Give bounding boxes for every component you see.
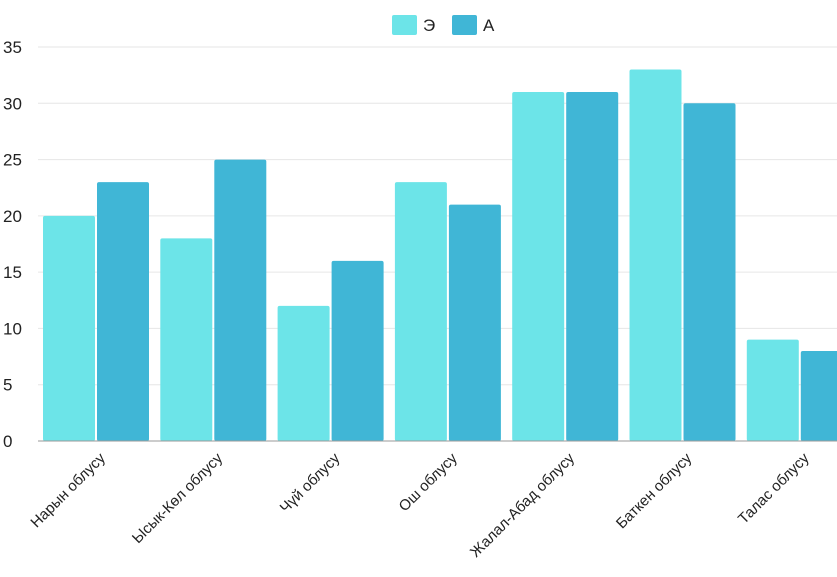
- bars: [43, 69, 837, 442]
- x-category-label: Жалал-Абад облусу: [467, 449, 578, 560]
- legend-item-a[interactable]: А: [452, 15, 495, 35]
- legend-item-e[interactable]: Э: [392, 15, 435, 35]
- legend-label: Э: [423, 16, 435, 35]
- bar-e-6[interactable]: [746, 339, 799, 441]
- y-tick-label: 5: [3, 376, 12, 395]
- bar-a-1[interactable]: [214, 159, 267, 442]
- bar-e-1[interactable]: [160, 238, 213, 441]
- bar-a-2[interactable]: [331, 260, 384, 441]
- x-category-label: Ысык-Көл облусу: [129, 449, 227, 547]
- bar-e-4[interactable]: [512, 92, 565, 442]
- bar-a-4[interactable]: [566, 92, 619, 442]
- bar-e-3[interactable]: [394, 182, 447, 442]
- x-category-label: Талас облусу: [735, 449, 813, 527]
- x-category-label: Баткен облусу: [613, 449, 696, 532]
- legend-label: А: [483, 16, 495, 35]
- bar-a-3[interactable]: [448, 204, 501, 441]
- y-tick-label: 30: [3, 94, 22, 113]
- legend-swatch: [452, 15, 477, 35]
- y-tick-label: 20: [3, 207, 22, 226]
- x-category-label: Чүй облусу: [277, 449, 344, 516]
- y-tick-label: 10: [3, 319, 22, 338]
- x-category-label: Нарын облусу: [27, 449, 109, 531]
- x-category-label: Ош облусу: [396, 449, 462, 515]
- x-axis-category-labels: Нарын облусу Ысык-Көл облусу Чүй облусу Ош …: [27, 449, 813, 560]
- y-tick-label: 25: [3, 151, 22, 170]
- bar-e-2[interactable]: [277, 305, 330, 441]
- legend-swatch: [392, 15, 417, 35]
- bar-a-6[interactable]: [800, 350, 837, 441]
- y-tick-label: 35: [3, 38, 22, 57]
- bar-e-5[interactable]: [629, 69, 682, 441]
- bar-a-0[interactable]: [97, 182, 149, 442]
- y-axis-ticks: 0 5 10 15 20 25 30 35: [3, 38, 22, 451]
- bar-a-5[interactable]: [683, 103, 736, 442]
- bar-e-0[interactable]: [43, 215, 95, 441]
- y-tick-label: 0: [3, 432, 12, 451]
- y-tick-label: 15: [3, 263, 22, 282]
